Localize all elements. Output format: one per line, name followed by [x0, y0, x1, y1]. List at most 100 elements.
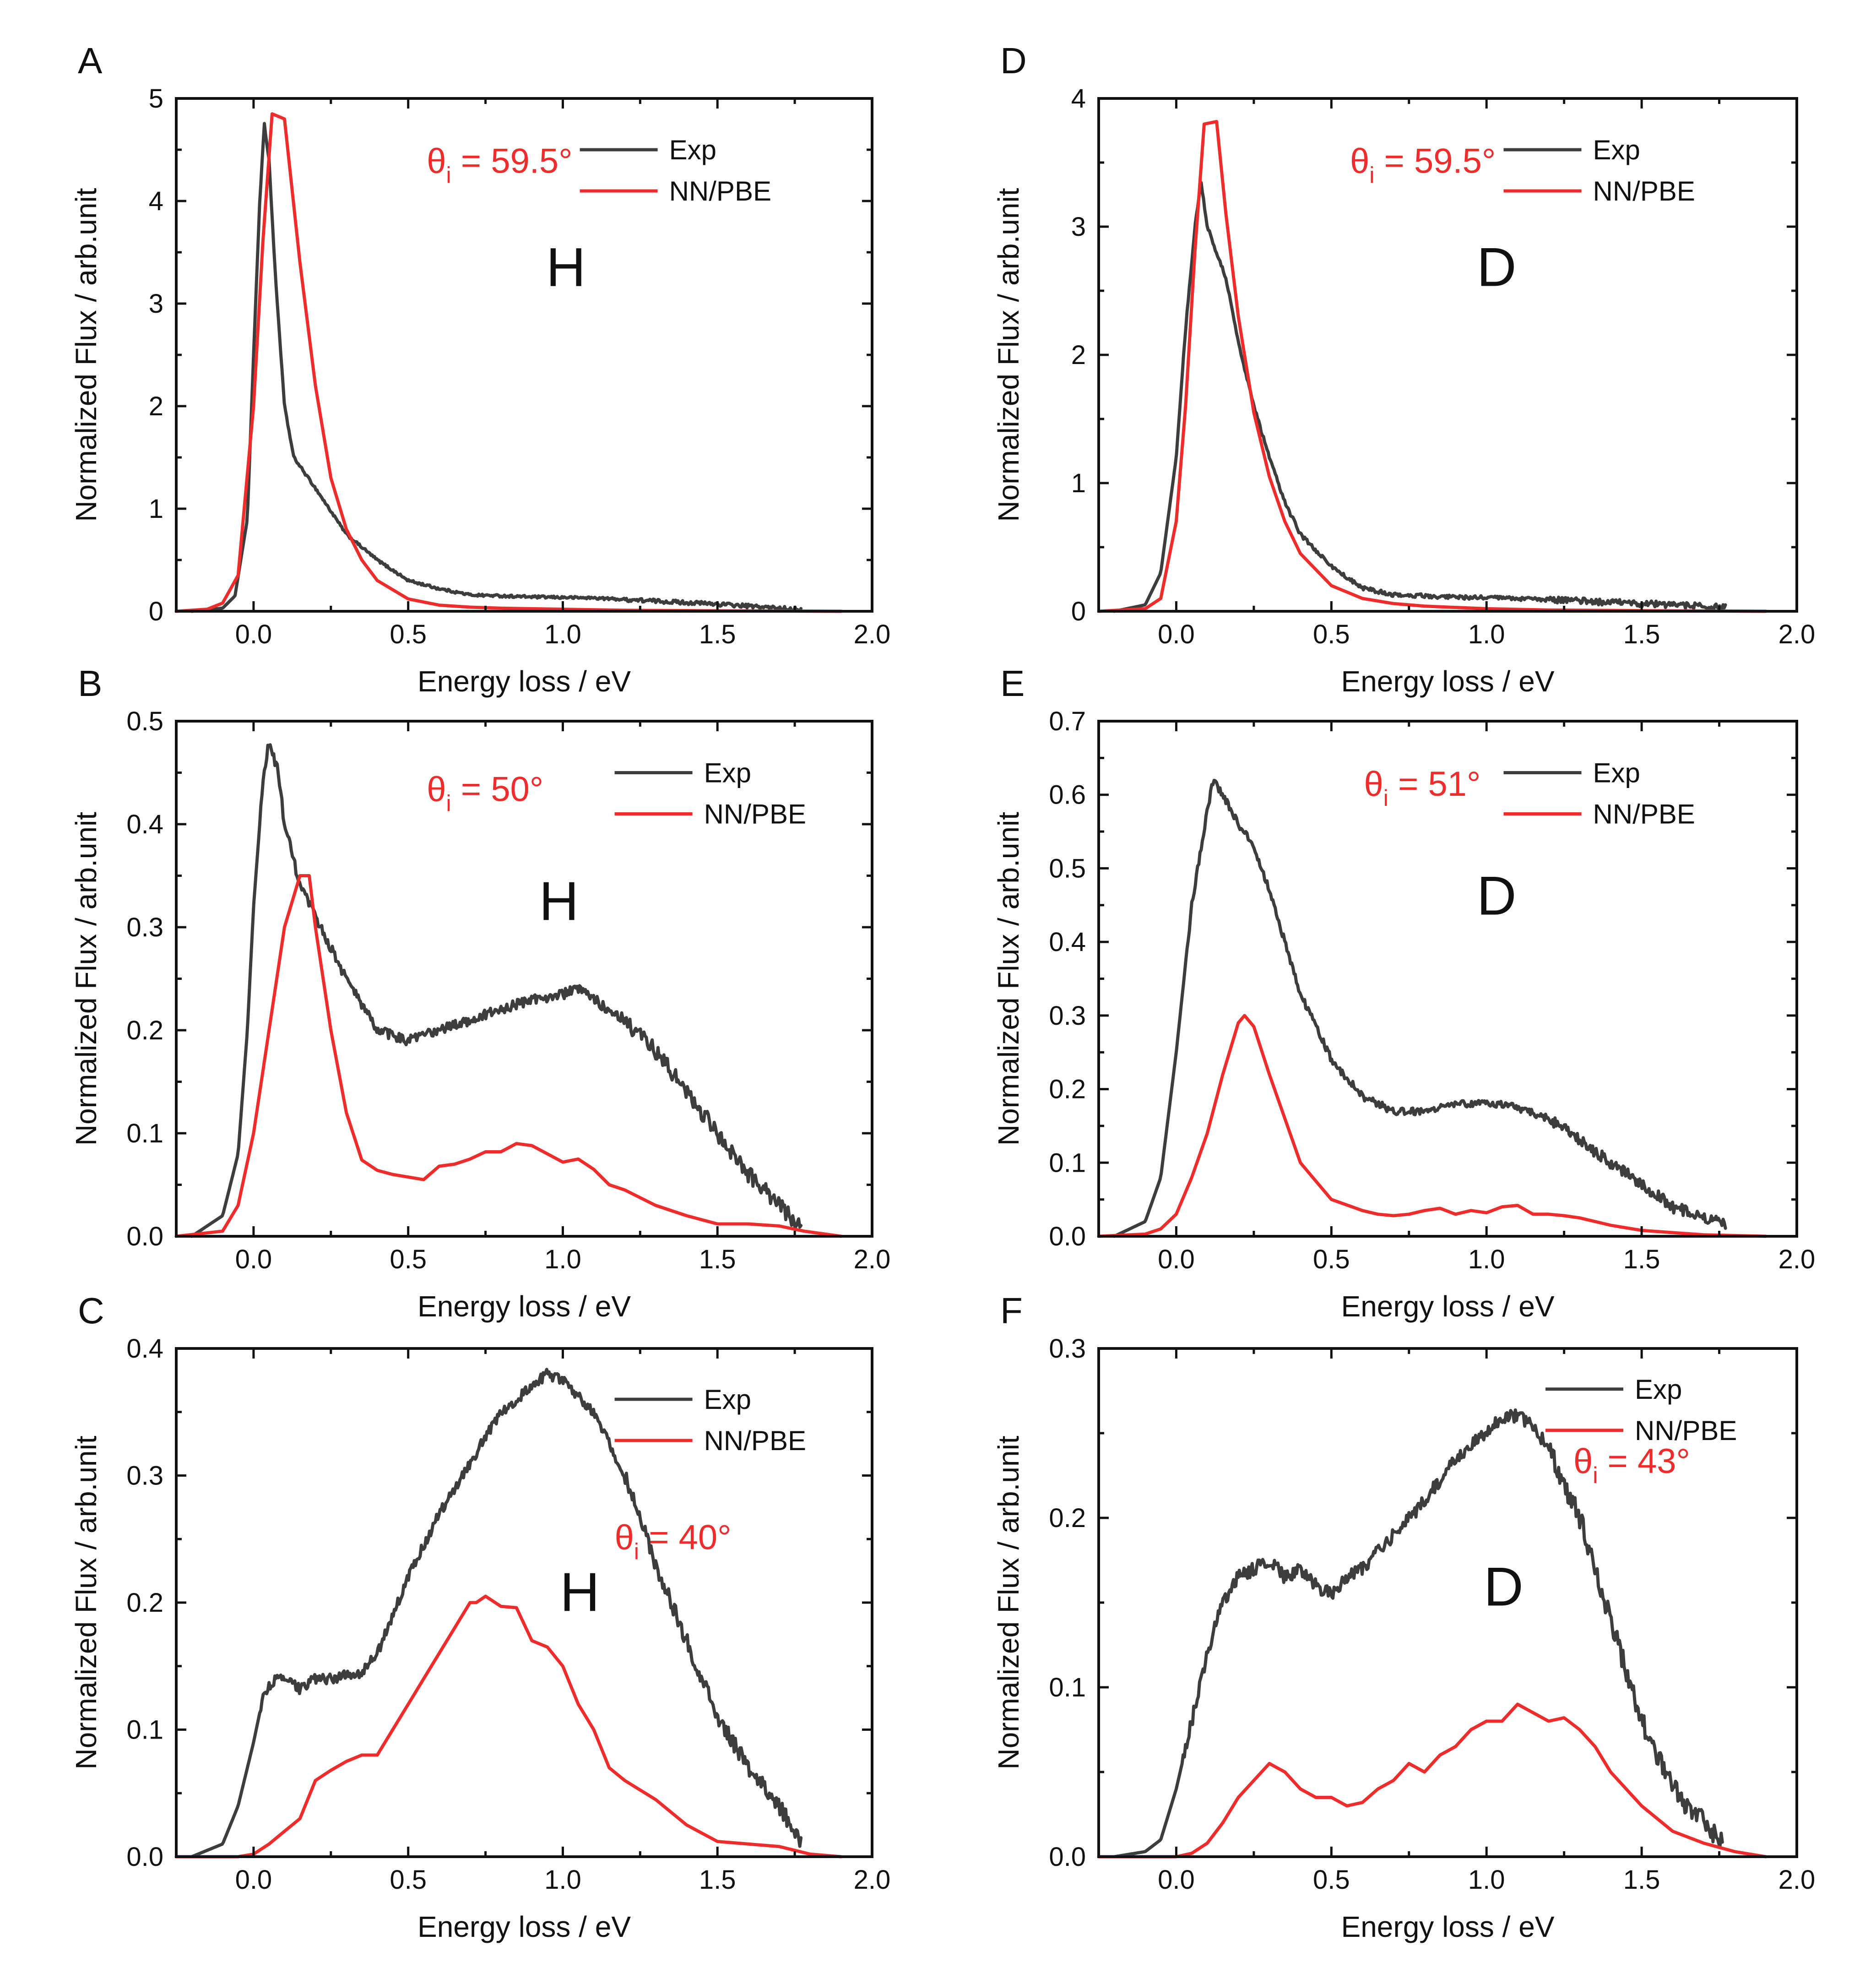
y-axis-title: Normalized Flux / arb.unit: [70, 1435, 103, 1769]
x-tick-label: 1.0: [544, 1245, 581, 1274]
x-tick-label: 0.0: [235, 1865, 272, 1895]
x-tick-label: 1.5: [699, 1245, 736, 1274]
angle-value: = 51°: [1388, 765, 1481, 804]
panel-f: 0.0 0.5 1.0 1.5 2.0 0.0 0.1 0.2 0.3 Energy loss /…: [992, 1290, 1815, 1943]
y-tick-label: 4: [1071, 84, 1086, 114]
y-tick-label: 0.5: [126, 707, 163, 736]
x-tick-label: 2.0: [854, 1245, 891, 1274]
plot-frame: [175, 1347, 873, 1858]
x-axis-title: Energy loss / eV: [417, 1290, 631, 1323]
x-tick-label: 1.0: [1468, 1245, 1505, 1274]
panel-e: 0.0 0.5 1.0 1.5 2.0 0.0 0.1 0.2 0.3 0.4 0.5 0.6 0.7 E…: [992, 663, 1815, 1323]
angle-subscript: i: [446, 162, 451, 188]
incidence-angle-label: θi = 50°: [427, 770, 543, 816]
nn-pbe-line: [174, 874, 843, 1238]
angle-symbol: θ: [1364, 765, 1383, 804]
y-tick-label: 0.5: [1049, 853, 1086, 883]
x-tick-label: 1.5: [699, 620, 736, 649]
legend-exp-label: Exp: [1593, 135, 1640, 165]
panel-letter: E: [1000, 663, 1025, 704]
x-tick-label: 0.0: [1158, 1865, 1195, 1895]
exp-line: [190, 122, 803, 613]
y-axis-title: Normalized Flux / arb.unit: [992, 812, 1025, 1146]
legend-exp-label: Exp: [1593, 758, 1640, 788]
angle-symbol: θ: [615, 1518, 634, 1557]
x-tick-label: 0.0: [235, 620, 272, 649]
y-tick-label: 2: [149, 391, 163, 421]
legend-nn-pbe-label: NN/PBE: [704, 799, 806, 830]
nn-pbe-line: [1097, 120, 1768, 613]
angle-value: = 43°: [1598, 1442, 1690, 1481]
x-tick-label: 2.0: [854, 620, 891, 649]
exp-line: [1112, 778, 1727, 1238]
angle-subscript: i: [1593, 1462, 1598, 1488]
y-tick-label: 0.1: [126, 1715, 163, 1745]
legend-exp-label: Exp: [704, 758, 751, 788]
legend-exp-label: Exp: [1635, 1374, 1682, 1405]
y-tick-label: 0.0: [1049, 1222, 1086, 1251]
y-tick-label: 0: [149, 597, 163, 626]
y-tick-label: 0.2: [126, 1016, 163, 1045]
y-tick-label: 4: [149, 186, 163, 216]
panel-b: 0.0 0.5 1.0 1.5 2.0 0.0 0.1 0.2 0.3 0.4 0.5 Energy …: [70, 663, 890, 1323]
x-tick-label: 2.0: [1778, 1245, 1816, 1274]
species-label: D: [1477, 865, 1517, 927]
angle-symbol: θ: [427, 770, 446, 809]
x-tick-label: 0.0: [1158, 1245, 1195, 1274]
y-tick-label: 0.7: [1049, 707, 1086, 736]
angle-value: = 40°: [639, 1518, 732, 1557]
y-axis-title: Normalized Flux / arb.unit: [70, 188, 103, 522]
y-tick-label: 1: [149, 494, 163, 524]
y-tick-label: 0.6: [1049, 780, 1086, 810]
panel-a: 0.0 0.5 1.0 1.5 2.0 0 1 2 3 4 5 Energy loss / eV Nor…: [70, 40, 890, 698]
species-label: D: [1477, 237, 1517, 298]
x-tick-label: 1.5: [1623, 620, 1660, 649]
species-label: H: [546, 237, 586, 298]
y-tick-label: 0.0: [1049, 1842, 1086, 1872]
species-label: H: [560, 1561, 600, 1623]
panel-letter: F: [1000, 1290, 1023, 1331]
nn-pbe-line: [1097, 1702, 1768, 1859]
y-tick-label: 0.1: [126, 1119, 163, 1148]
nn-pbe-line: [174, 1594, 843, 1859]
species-label: D: [1484, 1556, 1524, 1618]
x-tick-label: 2.0: [1778, 1865, 1816, 1895]
x-tick-label: 1.5: [699, 1865, 736, 1895]
y-tick-label: 0.2: [1049, 1503, 1086, 1533]
y-tick-label: 0.3: [126, 913, 163, 942]
incidence-angle-label: θi = 59.5°: [1350, 141, 1496, 188]
x-tick-label: 0.5: [390, 1245, 427, 1274]
angle-symbol: θ: [1350, 141, 1369, 180]
angle-value: = 59.5°: [451, 141, 573, 180]
y-tick-label: 0.2: [126, 1588, 163, 1618]
incidence-angle-label: θi = 51°: [1364, 765, 1481, 811]
angle-symbol: θ: [427, 141, 446, 180]
y-tick-label: 2: [1071, 340, 1086, 370]
x-tick-label: 1.0: [544, 1865, 581, 1895]
y-tick-label: 0.4: [1049, 927, 1086, 957]
angle-symbol: θ: [1573, 1442, 1593, 1481]
x-tick-label: 1.5: [1623, 1245, 1660, 1274]
nn-pbe-line: [1097, 1014, 1768, 1238]
x-tick-label: 0.0: [1158, 620, 1195, 649]
x-axis-title: Energy loss / eV: [1341, 665, 1555, 698]
y-tick-label: 0.1: [1049, 1148, 1086, 1178]
incidence-angle-label: θi = 40°: [615, 1518, 732, 1565]
panel-d: 0.0 0.5 1.0 1.5 2.0 0 1 2 3 4 Energy loss / eV Norm…: [992, 40, 1815, 698]
x-tick-label: 0.5: [1313, 1865, 1350, 1895]
legend-nn-pbe-label: NN/PBE: [669, 176, 771, 207]
y-tick-label: 0.4: [126, 810, 163, 839]
y-tick-label: 0.0: [126, 1222, 163, 1251]
x-tick-label: 1.5: [1623, 1865, 1660, 1895]
exp-line: [1112, 1408, 1724, 1859]
x-tick-label: 1.0: [1468, 1865, 1505, 1895]
exp-line: [190, 1368, 803, 1859]
x-axis-title: Energy loss / eV: [417, 665, 631, 698]
exp-line: [1112, 181, 1727, 613]
legend-nn-pbe-label: NN/PBE: [704, 1425, 806, 1456]
legend-exp-label: Exp: [704, 1384, 751, 1415]
y-tick-label: 0.0: [126, 1842, 163, 1872]
species-label: H: [539, 870, 579, 932]
angle-subscript: i: [446, 790, 451, 816]
